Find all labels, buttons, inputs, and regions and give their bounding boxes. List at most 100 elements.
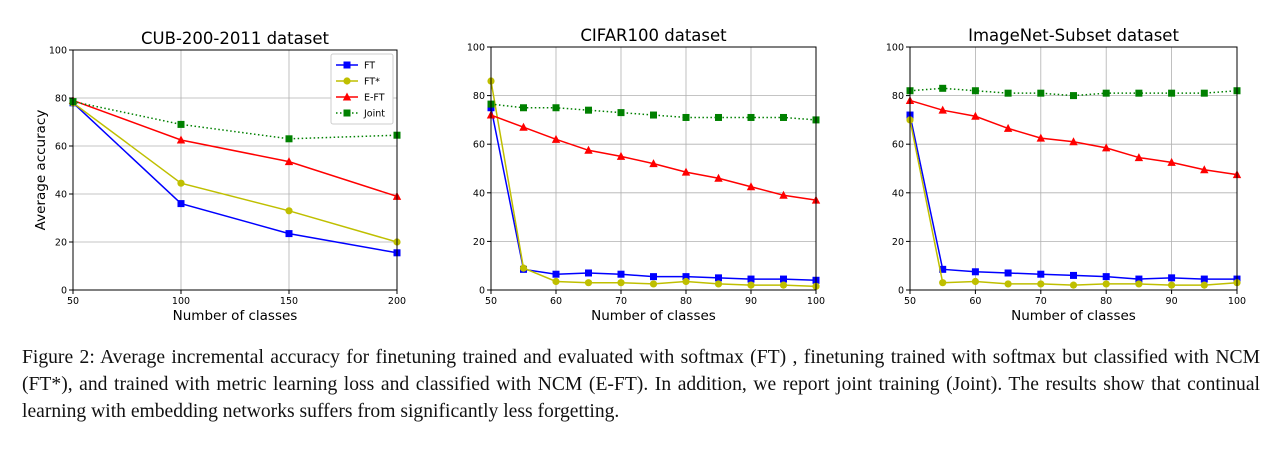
y-tick-label: 20 <box>55 238 67 249</box>
data-point-ft-star <box>747 281 755 289</box>
y-tick-label: 60 <box>473 140 485 151</box>
data-point-ft-star <box>971 277 980 286</box>
data-point-ft <box>650 273 657 281</box>
x-tick-label: 80 <box>1100 296 1112 307</box>
data-point-ft-star <box>285 207 293 215</box>
legend-label-joint: Joint <box>363 109 385 120</box>
x-tick-label: 100 <box>1228 296 1246 307</box>
x-tick-label: 60 <box>550 296 562 307</box>
legend-box <box>330 53 394 125</box>
y-tick-label: 80 <box>892 91 904 102</box>
data-point-ft <box>971 268 979 276</box>
y-tick-label: 100 <box>49 46 67 57</box>
data-point-ft-star <box>779 281 788 289</box>
legend: FT FT* E-FT Joint <box>330 53 394 125</box>
x-tick-label: 60 <box>969 296 981 307</box>
data-point-e-ft <box>779 190 788 199</box>
data-point-joint <box>1004 89 1012 97</box>
y-tick-label: 20 <box>473 237 485 248</box>
data-point-ft-star <box>519 264 528 272</box>
data-point-ft <box>1070 271 1077 279</box>
data-point-joint <box>177 120 185 128</box>
data-point-e-ft <box>176 135 186 144</box>
data-point-joint <box>617 109 625 117</box>
data-point-ft <box>552 270 560 278</box>
data-point-ft-star <box>682 277 690 286</box>
x-tick-label: 70 <box>1035 296 1047 307</box>
data-point-ft <box>780 275 787 283</box>
data-point-ft <box>715 274 722 282</box>
x-tick-label: 100 <box>807 296 825 307</box>
data-point-e-ft <box>1003 123 1013 132</box>
data-point-joint <box>939 84 947 92</box>
data-point-e-ft <box>746 182 756 191</box>
x-tick-label: 50 <box>67 296 79 307</box>
y-tick-label: 60 <box>55 142 67 153</box>
data-point-joint <box>285 135 293 143</box>
x-axis-label: Number of classes <box>591 308 716 324</box>
data-point-ft <box>177 200 185 208</box>
x-axis-label: Number of classes <box>173 308 298 324</box>
data-point-e-ft <box>551 134 561 143</box>
data-point-ft-star <box>1102 280 1110 288</box>
legend-marker-e-ft <box>342 92 352 101</box>
data-point-ft <box>617 270 625 278</box>
data-point-ft-star <box>1135 280 1143 288</box>
data-point-e-ft <box>649 159 658 168</box>
data-point-e-ft <box>938 105 947 114</box>
x-tick-label: 80 <box>680 296 692 307</box>
y-tick-label: 100 <box>886 43 904 54</box>
data-point-e-ft <box>681 167 691 176</box>
data-point-ft-star <box>1004 280 1012 288</box>
data-point-joint <box>1135 89 1143 97</box>
y-axis-label: Average accuracy <box>33 110 49 231</box>
data-point-ft <box>939 265 947 273</box>
chart-3: 50 60 70 80 90 100 0 20 40 60 80 100 ImageNet-Subset… <box>886 26 1246 324</box>
data-point-ft <box>1037 270 1045 278</box>
data-point-joint <box>1070 92 1077 100</box>
data-point-e-ft <box>284 157 294 166</box>
data-point-joint <box>1102 89 1110 97</box>
data-point-e-ft <box>1069 137 1078 146</box>
x-axis-label: Number of classes <box>1011 308 1136 324</box>
data-point-ft-star <box>552 277 560 286</box>
data-point-ft <box>1004 269 1012 277</box>
data-point-ft-star <box>584 279 593 287</box>
legend-marker-joint <box>343 109 351 117</box>
x-tick-label: 50 <box>485 296 497 307</box>
plot-frame <box>909 46 1238 291</box>
data-point-e-ft <box>971 111 980 120</box>
chart-title: CIFAR100 dataset <box>580 26 727 45</box>
series-line-e-ft <box>490 114 817 201</box>
figure-caption: Figure 2: Average incremental accuracy f… <box>22 347 1260 422</box>
data-point-ft <box>585 269 592 277</box>
legend-label-ft: FT <box>364 61 375 72</box>
x-tick-label: 200 <box>388 296 406 307</box>
data-point-joint <box>650 111 657 119</box>
x-tick-label: 90 <box>745 296 757 307</box>
data-point-ft <box>1102 273 1110 281</box>
data-point-ft <box>1168 274 1176 282</box>
series-line-joint <box>72 100 398 140</box>
data-point-ft-star <box>1200 281 1208 289</box>
data-point-ft <box>1200 275 1208 283</box>
x-tick-label: 150 <box>280 296 298 307</box>
data-point-joint <box>747 113 755 121</box>
data-point-joint <box>585 106 592 114</box>
series-line-ft <box>72 102 398 254</box>
data-point-joint <box>1200 89 1208 97</box>
data-point-ft-star <box>1037 280 1045 288</box>
data-point-ft <box>285 230 293 238</box>
data-point-e-ft <box>1036 133 1045 142</box>
y-tick-label: 100 <box>467 43 485 54</box>
data-point-e-ft <box>616 151 626 160</box>
chart-2: 50 60 70 80 90 100 0 20 40 60 80 100 CIFAR100 datase… <box>467 26 825 324</box>
data-point-ft <box>1135 275 1143 283</box>
data-point-ft-star <box>177 179 185 187</box>
data-point-joint <box>520 104 527 112</box>
chart-1: 50 100 150 200 0 20 40 60 80 100 CUB-200-2011 data… <box>33 29 406 324</box>
data-point-joint <box>971 87 979 95</box>
data-point-joint <box>780 113 787 121</box>
